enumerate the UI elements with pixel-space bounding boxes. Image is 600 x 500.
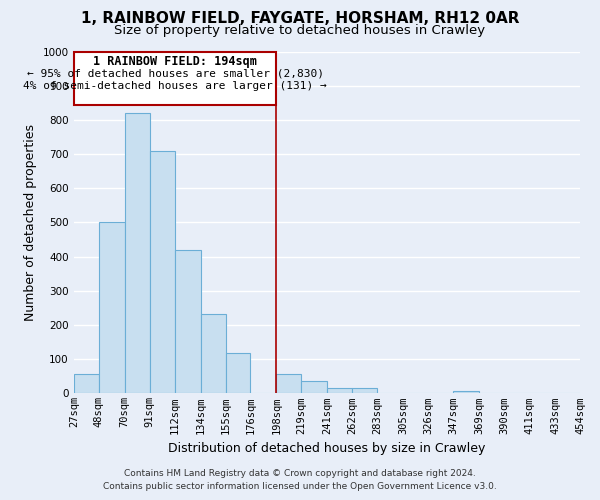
Bar [200, 314, 226, 394]
Text: 1, RAINBOW FIELD, FAYGATE, HORSHAM, RH12 0AR: 1, RAINBOW FIELD, FAYGATE, HORSHAM, RH12… [81, 11, 519, 26]
Bar [98, 222, 125, 394]
Bar [125, 113, 149, 394]
Bar [226, 353, 250, 394]
Bar [277, 374, 301, 394]
Text: 1 RAINBOW FIELD: 194sqm: 1 RAINBOW FIELD: 194sqm [93, 56, 257, 68]
Bar [328, 388, 352, 394]
Bar [453, 391, 479, 394]
Bar [149, 150, 175, 394]
FancyBboxPatch shape [74, 52, 277, 105]
Bar [74, 374, 98, 394]
Text: 4% of semi-detached houses are larger (131) →: 4% of semi-detached houses are larger (1… [23, 80, 327, 90]
Text: ← 95% of detached houses are smaller (2,830): ← 95% of detached houses are smaller (2,… [26, 68, 323, 78]
Bar [175, 250, 200, 394]
Text: Size of property relative to detached houses in Crawley: Size of property relative to detached ho… [115, 24, 485, 37]
Text: Contains HM Land Registry data © Crown copyright and database right 2024.
Contai: Contains HM Land Registry data © Crown c… [103, 470, 497, 491]
Bar [301, 380, 328, 394]
X-axis label: Distribution of detached houses by size in Crawley: Distribution of detached houses by size … [168, 442, 485, 455]
Y-axis label: Number of detached properties: Number of detached properties [24, 124, 37, 321]
Bar [352, 388, 377, 394]
